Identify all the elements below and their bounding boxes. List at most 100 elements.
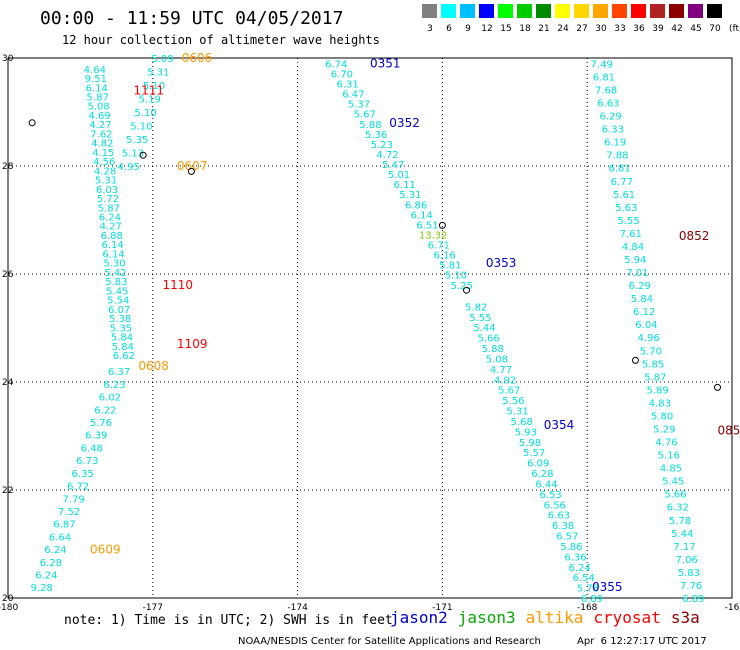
swh-value-label: 6.28 bbox=[531, 469, 553, 480]
x-tick-label: -177 bbox=[143, 603, 163, 613]
color-scale-swatch bbox=[422, 4, 437, 18]
swh-value-label: 7.06 bbox=[676, 555, 698, 566]
swh-value-label: 5.08 bbox=[87, 102, 109, 113]
color-scale-swatch bbox=[631, 4, 646, 18]
swh-value-label: 6.87 bbox=[53, 520, 75, 531]
swh-value-label: 6.02 bbox=[99, 393, 121, 404]
island-marker bbox=[28, 119, 36, 127]
swh-value-label: 5.44 bbox=[473, 323, 495, 334]
swh-value-label: 6.72 bbox=[67, 482, 89, 493]
x-tick-label: -171 bbox=[432, 603, 452, 613]
swh-value-label: 4.27 bbox=[100, 222, 122, 233]
swh-value-label: 6.24 bbox=[44, 545, 66, 556]
swh-value-label: 5.88 bbox=[359, 120, 381, 131]
color-scale-swatch bbox=[669, 4, 684, 18]
swh-value-label: 5.16 bbox=[658, 451, 680, 462]
swh-value-label: 13.32 bbox=[419, 230, 448, 241]
swh-value-label: 6.44 bbox=[535, 479, 557, 490]
swh-value-label: 5.36 bbox=[365, 130, 387, 141]
swh-value-label: 5.31 bbox=[95, 176, 117, 187]
swh-value-label: 4.27 bbox=[89, 120, 111, 131]
swh-value-label: 6.03 bbox=[96, 185, 118, 196]
swh-value-label: 6.12 bbox=[633, 307, 655, 318]
color-scale-label: 30 bbox=[595, 24, 607, 34]
swh-value-label: 6.32 bbox=[667, 503, 689, 514]
swh-value-label: 6.54 bbox=[573, 573, 595, 584]
swh-value-label: 4.84 bbox=[622, 242, 644, 253]
swh-value-label: 4.72 bbox=[376, 150, 398, 161]
swh-value-label: 5.67 bbox=[354, 110, 376, 121]
pass-number-label: 0852 bbox=[679, 229, 710, 243]
swh-value-label: 5.37 bbox=[348, 100, 370, 111]
swh-value-label: 6.74 bbox=[325, 59, 347, 70]
map-title: 00:00 - 11:59 UTC 04/05/2017 bbox=[40, 8, 344, 29]
swh-value-label: 5.38 bbox=[109, 314, 131, 325]
swh-value-label: 5.86 bbox=[560, 542, 582, 553]
swh-value-label: 7.17 bbox=[673, 542, 695, 553]
swh-value-label: 6.29 bbox=[629, 281, 651, 292]
swh-value-label: 5.13 bbox=[122, 149, 144, 160]
map-subtitle: 12 hour collection of altimeter wave hei… bbox=[62, 33, 380, 47]
swh-value-label: 5.88 bbox=[482, 344, 504, 355]
swh-value-label: 5.78 bbox=[577, 584, 599, 595]
swh-value-label: 5.10 bbox=[445, 271, 467, 282]
swh-value-label: 6.23 bbox=[103, 380, 125, 391]
y-tick-label: 20 bbox=[2, 594, 14, 604]
swh-value-label: 4.15 bbox=[92, 148, 114, 159]
island-marker bbox=[139, 151, 147, 159]
x-tick-label: -174 bbox=[287, 603, 308, 613]
units-note: note: 1) Time is in UTC; 2) SWH is in fe… bbox=[64, 613, 393, 628]
color-scale-label: 36 bbox=[633, 24, 645, 34]
swh-value-label: 6.11 bbox=[394, 180, 416, 191]
swh-value-label: 5.45 bbox=[106, 286, 128, 297]
y-tick-label: 26 bbox=[2, 270, 14, 280]
color-scale-label: 39 bbox=[652, 24, 664, 34]
swh-value-label: 5.10 bbox=[143, 81, 165, 92]
pass-number-label: 1109 bbox=[177, 337, 208, 351]
swh-value-label: 6.24 bbox=[99, 213, 121, 224]
swh-value-label: 5.42 bbox=[104, 268, 126, 279]
swh-value-label: 5.19 bbox=[139, 95, 161, 106]
color-scale-swatch bbox=[688, 4, 703, 18]
island-marker bbox=[631, 356, 639, 364]
legend-entry-jason3: jason3 bbox=[457, 608, 516, 627]
swh-value-label: 6.56 bbox=[544, 500, 566, 511]
color-scale-swatch bbox=[555, 4, 570, 18]
swh-value-label: 5.70 bbox=[640, 346, 662, 357]
swh-value-label: 6.47 bbox=[342, 90, 364, 101]
swh-value-label: 5.54 bbox=[107, 296, 129, 307]
swh-value-label: 6.36 bbox=[564, 552, 586, 563]
color-scale-label: 33 bbox=[614, 24, 626, 34]
swh-value-label: 5.10 bbox=[130, 122, 152, 133]
color-scale-label: 6 bbox=[446, 24, 452, 34]
swh-value-label: 6.57 bbox=[556, 532, 578, 543]
swh-value-label: 7.61 bbox=[620, 229, 642, 240]
pass-number-label: 0606 bbox=[182, 51, 213, 65]
swh-value-label: 5.55 bbox=[617, 216, 639, 227]
swh-value-label: 6.53 bbox=[540, 490, 562, 501]
swh-value-label: 7.79 bbox=[62, 494, 84, 505]
swh-value-label: 6.81 bbox=[593, 72, 615, 83]
swh-value-label: 5.08 bbox=[486, 354, 508, 365]
swh-value-label: 5.82 bbox=[465, 302, 487, 313]
swh-value-label: 5.35 bbox=[126, 135, 148, 146]
y-tick-label: 28 bbox=[2, 162, 14, 172]
color-scale-swatch bbox=[517, 4, 532, 18]
swh-value-label: 5.98 bbox=[519, 438, 541, 449]
swh-value-label: 4.77 bbox=[490, 365, 512, 376]
swh-value-label: 5.57 bbox=[523, 448, 545, 459]
swh-value-label: 6.73 bbox=[76, 456, 98, 467]
swh-value-label: 7.49 bbox=[591, 59, 613, 70]
color-scale-swatch bbox=[593, 4, 608, 18]
color-scale-label: 24 bbox=[557, 24, 569, 34]
swh-value-label: 5.72 bbox=[97, 194, 119, 205]
color-scale-swatch bbox=[574, 4, 589, 18]
swh-value-label: 5.84 bbox=[112, 342, 134, 353]
color-scale-swatch bbox=[536, 4, 551, 18]
swh-value-label: 5.23 bbox=[371, 140, 393, 151]
swh-value-label: 5.10 bbox=[134, 108, 156, 119]
swh-value-label: 4.76 bbox=[655, 438, 677, 449]
color-scale-unit: (ft) bbox=[729, 24, 740, 34]
color-scale-label: 27 bbox=[576, 24, 588, 34]
